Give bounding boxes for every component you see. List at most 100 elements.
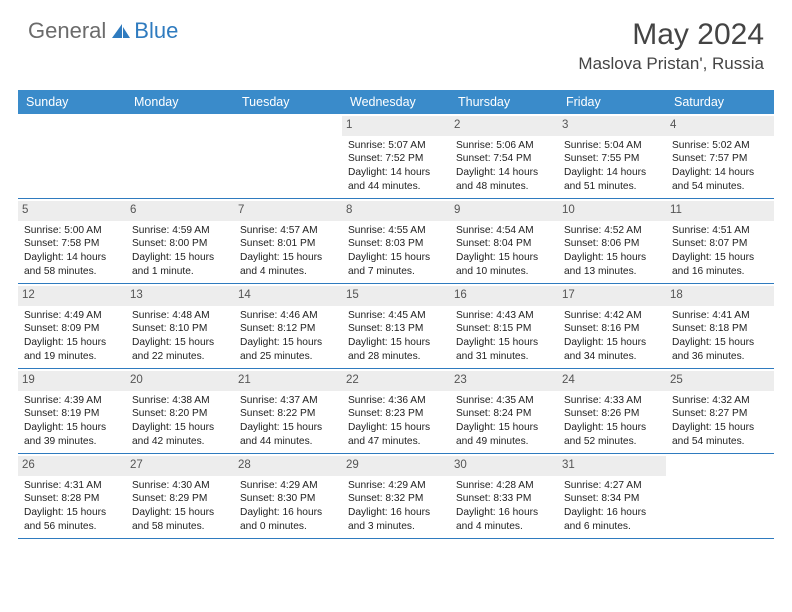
sunrise-line: Sunrise: 4:54 AM bbox=[456, 224, 552, 238]
day-number: 4 bbox=[666, 116, 774, 136]
sunset-line: Sunset: 8:18 PM bbox=[672, 322, 768, 336]
sunrise-line: Sunrise: 4:52 AM bbox=[564, 224, 660, 238]
weekday-label: Thursday bbox=[450, 90, 558, 114]
brand-name-b: Blue bbox=[134, 18, 178, 44]
day-number: 17 bbox=[558, 286, 666, 306]
calendar-cell: 5Sunrise: 5:00 AMSunset: 7:58 PMDaylight… bbox=[18, 199, 126, 283]
sunset-line: Sunset: 8:26 PM bbox=[564, 407, 660, 421]
daylight-line: Daylight: 15 hours and 19 minutes. bbox=[24, 336, 120, 364]
sunrise-line: Sunrise: 4:31 AM bbox=[24, 479, 120, 493]
day-number: 11 bbox=[666, 201, 774, 221]
weekday-label: Wednesday bbox=[342, 90, 450, 114]
sunset-line: Sunset: 8:19 PM bbox=[24, 407, 120, 421]
sunrise-line: Sunrise: 5:07 AM bbox=[348, 139, 444, 153]
sunset-line: Sunset: 8:16 PM bbox=[564, 322, 660, 336]
calendar-cell bbox=[18, 114, 126, 198]
daylight-line: Daylight: 15 hours and 44 minutes. bbox=[240, 421, 336, 449]
day-number: 12 bbox=[18, 286, 126, 306]
sunset-line: Sunset: 8:09 PM bbox=[24, 322, 120, 336]
sunrise-line: Sunrise: 5:04 AM bbox=[564, 139, 660, 153]
location-label: Maslova Pristan', Russia bbox=[578, 54, 764, 74]
page-header: General Blue May 2024 Maslova Pristan', … bbox=[0, 0, 792, 82]
day-number: 14 bbox=[234, 286, 342, 306]
calendar-cell: 25Sunrise: 4:32 AMSunset: 8:27 PMDayligh… bbox=[666, 369, 774, 453]
day-number: 2 bbox=[450, 116, 558, 136]
day-number: 30 bbox=[450, 456, 558, 476]
sunrise-line: Sunrise: 4:32 AM bbox=[672, 394, 768, 408]
sunset-line: Sunset: 7:55 PM bbox=[564, 152, 660, 166]
day-number: 22 bbox=[342, 371, 450, 391]
daylight-line: Daylight: 15 hours and 49 minutes. bbox=[456, 421, 552, 449]
calendar-cell: 14Sunrise: 4:46 AMSunset: 8:12 PMDayligh… bbox=[234, 284, 342, 368]
day-number: 28 bbox=[234, 456, 342, 476]
daylight-line: Daylight: 16 hours and 6 minutes. bbox=[564, 506, 660, 534]
sunset-line: Sunset: 8:10 PM bbox=[132, 322, 228, 336]
calendar: SundayMondayTuesdayWednesdayThursdayFrid… bbox=[18, 90, 774, 539]
day-number: 5 bbox=[18, 201, 126, 221]
calendar-week: 12Sunrise: 4:49 AMSunset: 8:09 PMDayligh… bbox=[18, 284, 774, 369]
sunset-line: Sunset: 8:34 PM bbox=[564, 492, 660, 506]
weekday-label: Monday bbox=[126, 90, 234, 114]
sunrise-line: Sunrise: 4:51 AM bbox=[672, 224, 768, 238]
sunrise-line: Sunrise: 4:59 AM bbox=[132, 224, 228, 238]
sunset-line: Sunset: 7:57 PM bbox=[672, 152, 768, 166]
daylight-line: Daylight: 15 hours and 36 minutes. bbox=[672, 336, 768, 364]
sunset-line: Sunset: 8:01 PM bbox=[240, 237, 336, 251]
day-number: 7 bbox=[234, 201, 342, 221]
sunset-line: Sunset: 8:06 PM bbox=[564, 237, 660, 251]
sunrise-line: Sunrise: 4:39 AM bbox=[24, 394, 120, 408]
daylight-line: Daylight: 15 hours and 22 minutes. bbox=[132, 336, 228, 364]
daylight-line: Daylight: 15 hours and 56 minutes. bbox=[24, 506, 120, 534]
sunset-line: Sunset: 8:13 PM bbox=[348, 322, 444, 336]
brand-logo: General Blue bbox=[28, 18, 178, 44]
day-number: 13 bbox=[126, 286, 234, 306]
calendar-cell: 20Sunrise: 4:38 AMSunset: 8:20 PMDayligh… bbox=[126, 369, 234, 453]
daylight-line: Daylight: 15 hours and 34 minutes. bbox=[564, 336, 660, 364]
calendar-cell: 15Sunrise: 4:45 AMSunset: 8:13 PMDayligh… bbox=[342, 284, 450, 368]
calendar-cell: 28Sunrise: 4:29 AMSunset: 8:30 PMDayligh… bbox=[234, 454, 342, 538]
daylight-line: Daylight: 16 hours and 3 minutes. bbox=[348, 506, 444, 534]
calendar-cell: 10Sunrise: 4:52 AMSunset: 8:06 PMDayligh… bbox=[558, 199, 666, 283]
sunset-line: Sunset: 8:28 PM bbox=[24, 492, 120, 506]
daylight-line: Daylight: 14 hours and 51 minutes. bbox=[564, 166, 660, 194]
month-title: May 2024 bbox=[578, 18, 764, 52]
calendar-cell bbox=[666, 454, 774, 538]
daylight-line: Daylight: 15 hours and 28 minutes. bbox=[348, 336, 444, 364]
calendar-cell: 30Sunrise: 4:28 AMSunset: 8:33 PMDayligh… bbox=[450, 454, 558, 538]
day-number: 16 bbox=[450, 286, 558, 306]
calendar-cell: 22Sunrise: 4:36 AMSunset: 8:23 PMDayligh… bbox=[342, 369, 450, 453]
sunset-line: Sunset: 8:20 PM bbox=[132, 407, 228, 421]
sunrise-line: Sunrise: 4:38 AM bbox=[132, 394, 228, 408]
calendar-cell: 12Sunrise: 4:49 AMSunset: 8:09 PMDayligh… bbox=[18, 284, 126, 368]
sunrise-line: Sunrise: 4:48 AM bbox=[132, 309, 228, 323]
sunset-line: Sunset: 8:32 PM bbox=[348, 492, 444, 506]
daylight-line: Daylight: 15 hours and 47 minutes. bbox=[348, 421, 444, 449]
daylight-line: Daylight: 15 hours and 42 minutes. bbox=[132, 421, 228, 449]
sunrise-line: Sunrise: 4:29 AM bbox=[348, 479, 444, 493]
day-number: 18 bbox=[666, 286, 774, 306]
calendar-cell: 19Sunrise: 4:39 AMSunset: 8:19 PMDayligh… bbox=[18, 369, 126, 453]
sunrise-line: Sunrise: 4:43 AM bbox=[456, 309, 552, 323]
calendar-cell: 18Sunrise: 4:41 AMSunset: 8:18 PMDayligh… bbox=[666, 284, 774, 368]
weekday-header: SundayMondayTuesdayWednesdayThursdayFrid… bbox=[18, 90, 774, 114]
sunrise-line: Sunrise: 5:02 AM bbox=[672, 139, 768, 153]
calendar-cell: 3Sunrise: 5:04 AMSunset: 7:55 PMDaylight… bbox=[558, 114, 666, 198]
daylight-line: Daylight: 16 hours and 0 minutes. bbox=[240, 506, 336, 534]
sunset-line: Sunset: 8:03 PM bbox=[348, 237, 444, 251]
sunset-line: Sunset: 7:58 PM bbox=[24, 237, 120, 251]
brand-name-a: General bbox=[28, 18, 106, 44]
calendar-cell: 6Sunrise: 4:59 AMSunset: 8:00 PMDaylight… bbox=[126, 199, 234, 283]
sunset-line: Sunset: 7:52 PM bbox=[348, 152, 444, 166]
day-number: 19 bbox=[18, 371, 126, 391]
sunset-line: Sunset: 8:29 PM bbox=[132, 492, 228, 506]
sunset-line: Sunset: 8:27 PM bbox=[672, 407, 768, 421]
sunrise-line: Sunrise: 4:28 AM bbox=[456, 479, 552, 493]
sunrise-line: Sunrise: 5:06 AM bbox=[456, 139, 552, 153]
daylight-line: Daylight: 15 hours and 7 minutes. bbox=[348, 251, 444, 279]
calendar-week: 1Sunrise: 5:07 AMSunset: 7:52 PMDaylight… bbox=[18, 114, 774, 199]
daylight-line: Daylight: 15 hours and 1 minute. bbox=[132, 251, 228, 279]
sunrise-line: Sunrise: 4:30 AM bbox=[132, 479, 228, 493]
calendar-cell: 9Sunrise: 4:54 AMSunset: 8:04 PMDaylight… bbox=[450, 199, 558, 283]
sunrise-line: Sunrise: 4:36 AM bbox=[348, 394, 444, 408]
calendar-cell: 17Sunrise: 4:42 AMSunset: 8:16 PMDayligh… bbox=[558, 284, 666, 368]
